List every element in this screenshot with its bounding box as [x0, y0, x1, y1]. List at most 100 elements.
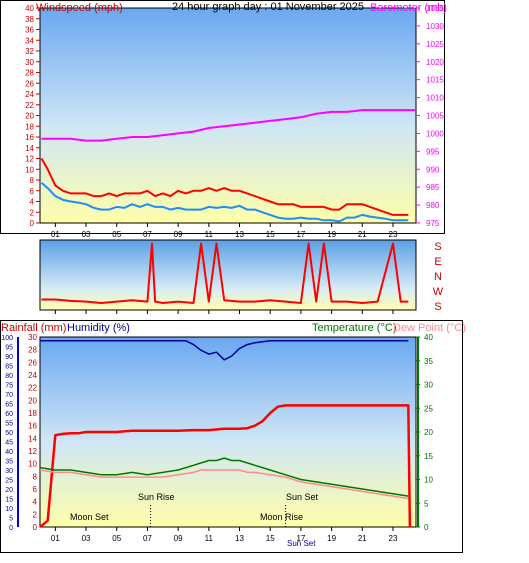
rain-tick-label: 30	[28, 333, 37, 342]
direction-label: E	[434, 256, 441, 268]
wind-hour-label: 17	[296, 230, 305, 239]
rain-tick-label: 4	[33, 498, 38, 507]
wind-tick-label: 10	[25, 165, 34, 174]
temp-tick-label: 25	[424, 404, 433, 413]
wind-hour-label: 03	[82, 230, 91, 239]
temperature-axis-label: Temperature (°C)	[312, 322, 396, 334]
wind-hour-label: 21	[358, 230, 367, 239]
humidity-tick-label: 45	[5, 440, 13, 447]
wind-tick-label: 32	[25, 47, 34, 56]
sun-rise-label: Sun Rise	[138, 492, 175, 502]
direction-label: N	[434, 271, 442, 283]
humidity-tick-label: 100	[1, 335, 13, 342]
humidity-tick-label: 95	[5, 345, 13, 352]
series-windspeed-mph-	[40, 181, 409, 223]
direction-label: W	[433, 286, 444, 298]
wind-hour-label: 01	[51, 230, 60, 239]
rain-hour-label: 07	[143, 534, 152, 543]
dewpoint-axis-label: Dew Point (°C)	[393, 322, 466, 334]
rain-hour-label: 21	[358, 534, 367, 543]
baro-tick-label: 985	[426, 183, 440, 192]
rain-tick-label: 6	[33, 485, 38, 494]
direction-label: S	[434, 241, 441, 253]
wind-tick-label: 14	[25, 144, 34, 153]
barometer-axis-label: Barometer (mb)	[370, 2, 447, 14]
humidity-tick-label: 55	[5, 421, 13, 428]
humidity-tick-label: 5	[9, 516, 13, 523]
wind-tick-label: 12	[25, 155, 34, 164]
sun-set-label: Sun Set	[286, 492, 319, 502]
wind-hour-label: 19	[327, 230, 336, 239]
wind-tick-label: 20	[25, 112, 34, 121]
series-rainfall-mm-	[39, 404, 412, 528]
rain-tick-label: 2	[33, 510, 38, 519]
baro-tick-label: 1000	[426, 129, 444, 138]
humidity-tick-label: 50	[5, 430, 13, 437]
temp-tick-label: 10	[424, 476, 433, 485]
rain-tick-label: 22	[28, 384, 37, 393]
series-temperature-c-	[39, 457, 409, 497]
humidity-tick-label: 75	[5, 383, 13, 390]
wind-tick-label: 6	[30, 187, 35, 196]
temp-tick-label: 35	[424, 357, 433, 366]
humidity-tick-label: 0	[9, 525, 13, 532]
baro-tick-label: 1010	[426, 94, 444, 103]
wind-tick-label: 34	[25, 36, 34, 45]
wind-hour-label: 13	[235, 230, 244, 239]
rain-tick-label: 14	[28, 434, 37, 443]
baro-tick-label: 1015	[426, 76, 444, 85]
wind-hour-label: 15	[266, 230, 275, 239]
rain-tick-label: 26	[28, 358, 37, 367]
temp-tick-label: 0	[424, 523, 429, 532]
humidity-tick-label: 60	[5, 411, 13, 418]
rain-tick-label: 24	[28, 371, 37, 380]
humidity-tick-label: 25	[5, 478, 13, 485]
rain-hour-label: 23	[389, 534, 398, 543]
series-wind-direction	[41, 242, 409, 304]
wind-tick-label: 8	[30, 176, 35, 185]
windspeed-axis-label: Windspeed (mph)	[36, 2, 123, 14]
wind-tick-label: 2	[30, 208, 35, 217]
baro-tick-label: 1035	[426, 4, 444, 13]
wind-tick-label: 22	[25, 101, 34, 110]
rain-hour-label: 19	[327, 534, 336, 543]
baro-tick-label: 1030	[426, 22, 444, 31]
humidity-tick-label: 85	[5, 364, 13, 371]
wind-hour-label: 07	[143, 230, 152, 239]
rain-hour-label: 03	[82, 534, 91, 543]
moon-rise-label: Moon Rise	[260, 512, 303, 522]
humidity-tick-label: 70	[5, 392, 13, 399]
rain-hour-label: 17	[296, 534, 305, 543]
humidity-tick-label: 35	[5, 459, 13, 466]
temp-tick-label: 40	[424, 333, 433, 342]
series-barometer-mb-	[41, 109, 416, 142]
humidity-tick-label: 90	[5, 354, 13, 361]
baro-tick-label: 990	[426, 165, 440, 174]
humidity-tick-label: 65	[5, 402, 13, 409]
direction-label: S	[434, 301, 441, 313]
humidity-tick-label: 80	[5, 373, 13, 380]
series-dew-point-c-	[39, 469, 409, 500]
wind-hour-label: 09	[174, 230, 183, 239]
wind-plot-area	[39, 7, 417, 224]
humidity-tick-label: 20	[5, 487, 13, 494]
temp-tick-label: 15	[424, 452, 433, 461]
wind-tick-label: 4	[30, 198, 35, 207]
rain-hour-label: 01	[51, 534, 60, 543]
rain-tick-label: 8	[33, 472, 38, 481]
moon-set-label: Moon Set	[70, 512, 109, 522]
rain-tick-label: 16	[28, 422, 37, 431]
rain-tick-label: 18	[28, 409, 37, 418]
rain-tick-label: 0	[33, 523, 38, 532]
wind-hour-label: 23	[389, 230, 398, 239]
wind-tick-label: 28	[25, 69, 34, 78]
humidity-tick-label: 40	[5, 449, 13, 456]
wind-tick-label: 40	[25, 4, 34, 13]
humidity-tick-label: 10	[5, 506, 13, 513]
series-humidity-	[40, 340, 409, 361]
humidity-tick-label: 30	[5, 468, 13, 475]
rain-tick-label: 12	[28, 447, 37, 456]
rain-hour-label: 05	[112, 534, 121, 543]
baro-tick-label: 1005	[426, 112, 444, 121]
wind-tick-label: 36	[25, 26, 34, 35]
